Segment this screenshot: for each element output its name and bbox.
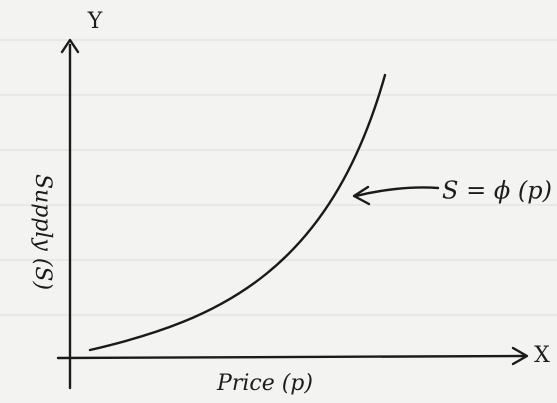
x-axis-title: Price (p) [216, 371, 313, 396]
curve-label: S = ϕ (p) [442, 177, 552, 205]
x-axis-letter: X [534, 343, 550, 368]
diagram: Y X Supply (S) Price (p) S = ϕ (p) [0, 0, 557, 403]
y-axis-letter: Y [87, 9, 103, 34]
y-axis-title: Supply (S) [30, 174, 55, 290]
